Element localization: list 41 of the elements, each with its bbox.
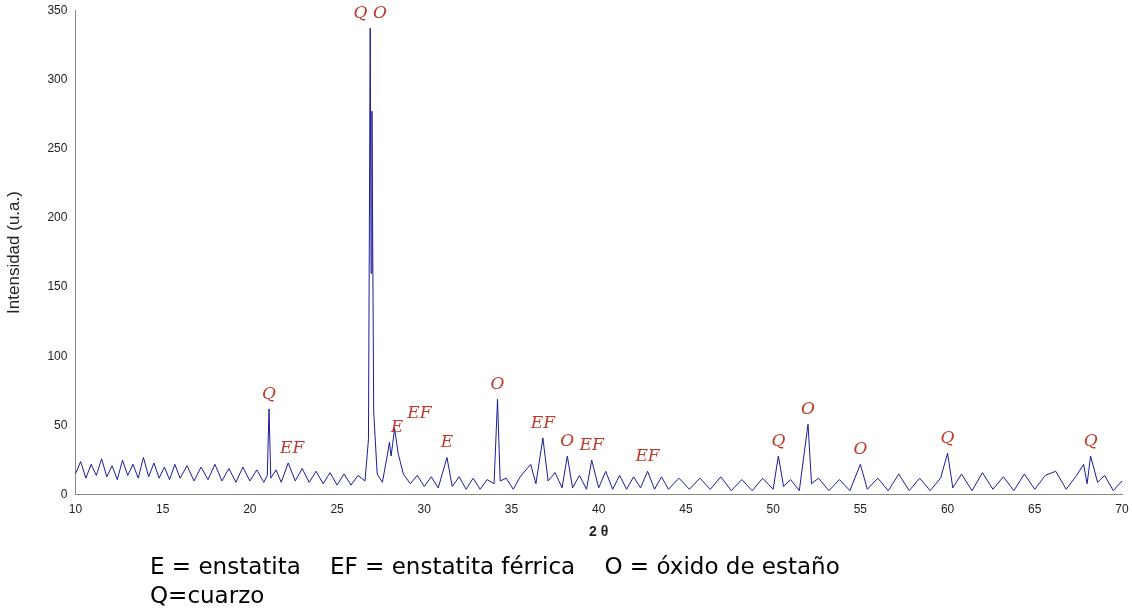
x-tick-label: 35 [504,502,519,517]
y-tick-label: 200 [47,210,68,225]
annotation: O [560,429,575,450]
x-tick-label: 55 [853,502,868,517]
y-tick-label: 150 [47,279,68,294]
x-tick-label: 15 [155,502,170,517]
x-tick-label: 50 [766,502,781,517]
annotation: Q [1083,429,1098,450]
annotation: Q O [353,2,387,23]
x-tick-label: 45 [679,502,693,517]
annotation: O [490,373,505,394]
text: E = enstatita EF = enstatita férrica O = óxido de estaño [150,552,840,581]
y-tick-label: 50 [54,417,68,432]
annotation: EF [406,402,433,423]
annotation: E [389,416,404,437]
y-tick-label: 300 [47,71,68,86]
x-tick-label: 40 [592,502,606,517]
annotation: EF [578,434,606,455]
x-tick-label: 25 [330,502,345,517]
x-tick-label: 70 [1115,502,1129,517]
y-tick-label: 100 [47,348,68,363]
annotation: EF [634,445,661,466]
x-tick-label: 60 [940,502,955,517]
x-tick-label: 20 [243,502,257,517]
annotation: EF [529,411,557,432]
text: Q=cuarzo [150,581,266,609]
annotation: Q [262,382,277,403]
x-tick-label: 10 [68,502,83,517]
y-tick-label: 350 [47,2,68,17]
annotation: O [853,438,868,459]
annotation: E [439,431,454,452]
annotation: Q [940,427,955,448]
x-axis-title: 2 θ [589,523,609,540]
y-axis-title: Intensidad (u.a.) [3,191,23,314]
annotation: O [801,398,816,419]
y-tick-label: 250 [47,140,68,155]
x-tick-label: 65 [1028,502,1042,517]
annotation: EF [279,436,306,457]
annotation: Q [771,429,786,450]
x-tick-label: 30 [417,502,432,517]
y-tick-label: 0 [60,487,68,502]
